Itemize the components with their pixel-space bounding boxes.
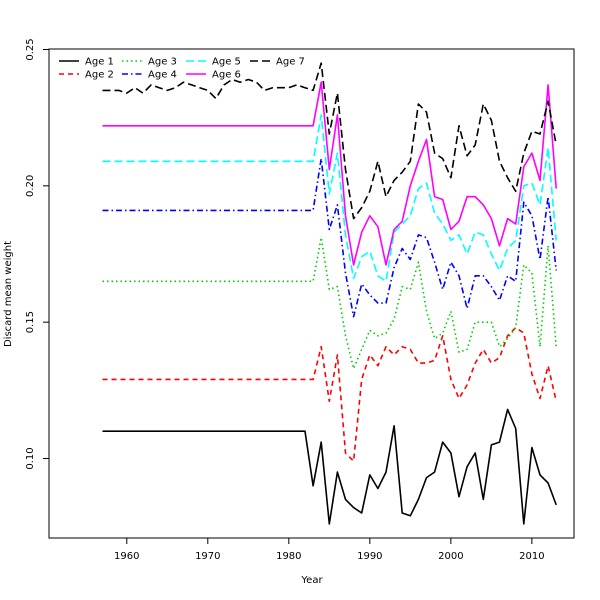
series-line-age-4 <box>102 157 557 318</box>
series-line-age-2 <box>102 326 557 463</box>
y-tick-label: 0.25 <box>25 38 36 60</box>
series-line-age-3 <box>102 236 557 370</box>
x-tick-label: 1990 <box>357 551 382 562</box>
y-axis-label: Discard mean weight <box>3 241 14 347</box>
x-tick-label: 1980 <box>276 551 301 562</box>
x-tick-label: 2000 <box>438 551 463 562</box>
series-line-age-6 <box>102 81 557 266</box>
y-axis: 0.10 0.15 0.20 0.25 <box>25 38 49 470</box>
legend-label-age-5: Age 5 <box>212 57 241 68</box>
legend-label-age-2: Age 2 <box>85 70 114 81</box>
series-line-age-5 <box>102 114 557 283</box>
legend-label-age-7: Age 7 <box>276 57 305 68</box>
x-tick-label: 1970 <box>195 551 220 562</box>
legend: Age 1 Age 2 Age 3 Age 4 Age 5 Age 6 Age 7 <box>59 57 305 81</box>
legend-label-age-6: Age 6 <box>212 70 241 81</box>
y-tick-label: 0.10 <box>25 447 36 469</box>
legend-label-age-1: Age 1 <box>85 57 114 68</box>
legend-label-age-4: Age 4 <box>148 70 177 81</box>
series-line-age-7 <box>102 62 557 220</box>
series-group <box>102 62 557 525</box>
series-line-age-1 <box>102 408 557 525</box>
x-tick-label: 2010 <box>519 551 544 562</box>
legend-label-age-3: Age 3 <box>148 57 177 68</box>
x-tick-label: 1960 <box>114 551 139 562</box>
x-axis-label: Year <box>300 575 323 586</box>
x-axis: 1960 1970 1980 1990 2000 2010 <box>114 538 545 562</box>
plot-frame <box>48 48 575 539</box>
y-tick-label: 0.20 <box>25 175 36 197</box>
y-tick-label: 0.15 <box>25 311 36 333</box>
